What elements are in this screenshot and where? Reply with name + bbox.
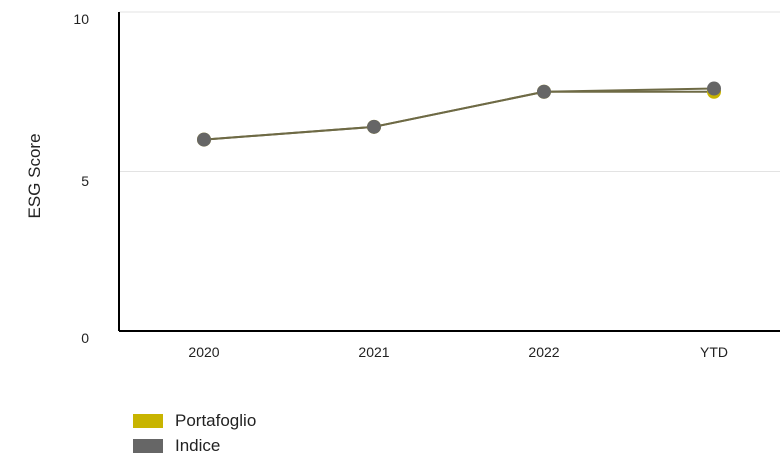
data-point-indice[interactable] [537,84,551,99]
y-tick-label: 0 [81,330,89,346]
legend-swatch-indice [133,438,163,453]
y-tick-label: 5 [81,173,89,189]
axes [118,12,780,332]
y-tick-label: 10 [73,11,89,27]
legend-item-portafoglio[interactable]: Portafoglio [133,408,256,433]
x-tick-labels: 2020 2021 2022 YTD [188,344,728,360]
gridlines [119,11,780,172]
legend: Portafoglio Indice [133,408,256,458]
x-tick-label: 2020 [188,344,219,360]
series-line-indice [203,87,715,141]
x-tick-label: 2022 [528,344,559,360]
legend-swatch-portafoglio [133,413,163,428]
esg-line-chart: 0 5 10 2020 2021 2022 YTD ESG Score [25,11,780,360]
x-tick-label: YTD [700,344,728,360]
data-point-indice[interactable] [707,81,721,96]
legend-label-portafoglio: Portafoglio [175,410,257,430]
series-line-portafoglio [203,90,714,141]
data-point-indice[interactable] [197,132,211,147]
series-layer [197,81,721,147]
x-tick-label: 2021 [358,344,389,360]
y-axis-label: ESG Score [25,133,44,218]
y-tick-labels: 0 5 10 [73,11,89,346]
data-point-indice[interactable] [367,119,381,134]
legend-item-indice[interactable]: Indice [133,433,256,458]
legend-label-indice: Indice [175,435,221,455]
